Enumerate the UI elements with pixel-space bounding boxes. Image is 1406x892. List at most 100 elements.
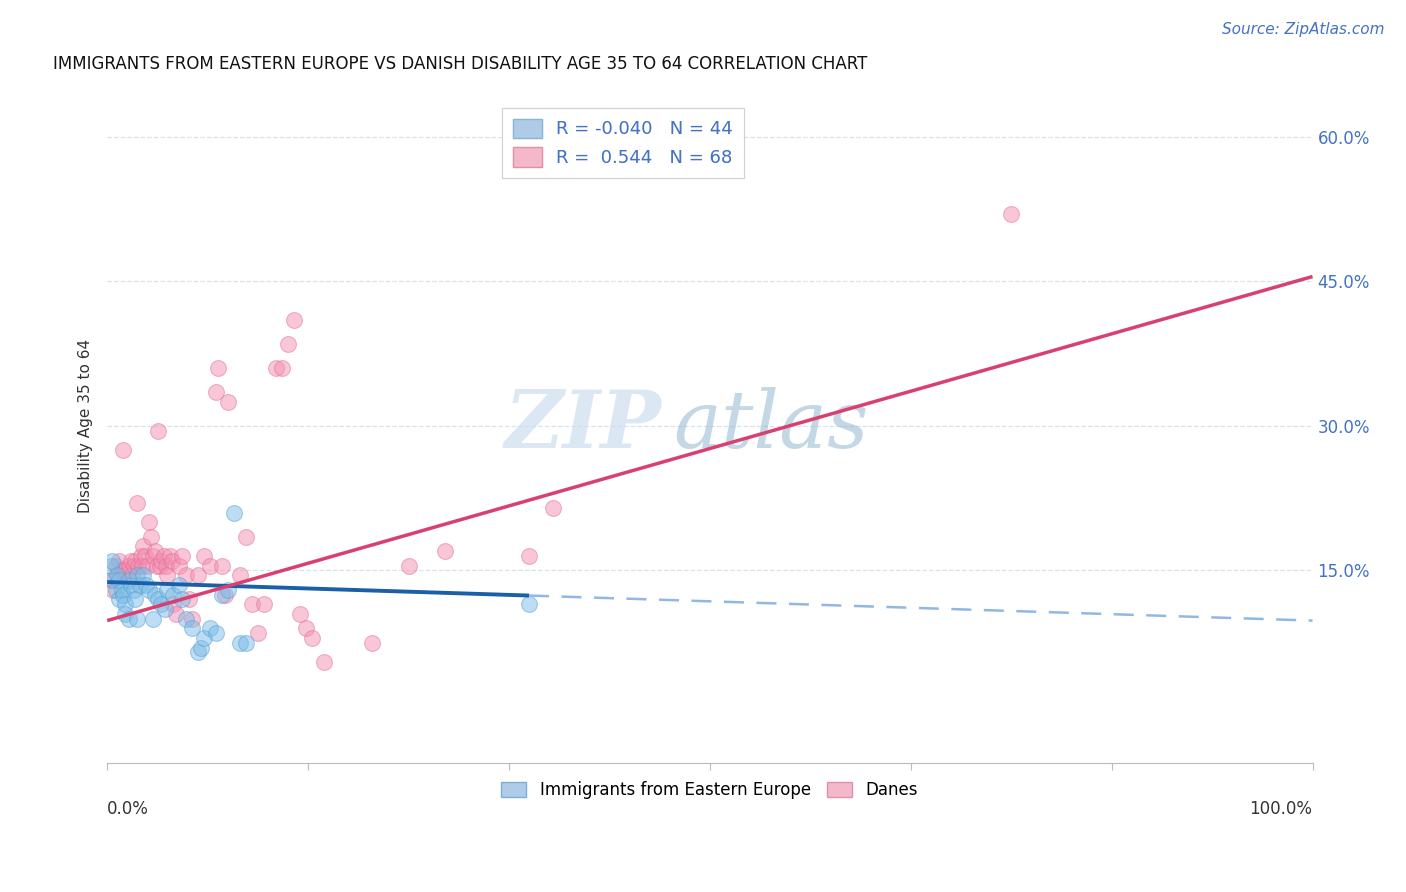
- Point: [122, 558, 145, 573]
- Point: [118, 612, 141, 626]
- Point: [127, 568, 149, 582]
- Point: [235, 636, 257, 650]
- Point: [124, 554, 146, 568]
- Point: [253, 597, 276, 611]
- Point: [127, 496, 149, 510]
- Point: [138, 582, 160, 597]
- Point: [122, 582, 145, 597]
- Point: [222, 506, 245, 520]
- Point: [124, 592, 146, 607]
- Point: [128, 558, 150, 573]
- Point: [139, 530, 162, 544]
- Point: [136, 558, 159, 573]
- Point: [104, 558, 127, 573]
- Point: [169, 578, 191, 592]
- Point: [104, 582, 127, 597]
- Point: [204, 626, 226, 640]
- Point: [142, 612, 165, 626]
- Point: [121, 568, 143, 582]
- Text: IMMIGRANTS FROM EASTERN EUROPE VS DANISH DISABILITY AGE 35 TO 64 CORRELATION CHA: IMMIGRANTS FROM EASTERN EUROPE VS DANISH…: [53, 55, 868, 73]
- Point: [246, 626, 269, 640]
- Point: [193, 549, 215, 563]
- Point: [162, 597, 184, 611]
- Point: [103, 573, 125, 587]
- Point: [271, 361, 294, 376]
- Point: [108, 592, 131, 607]
- Point: [229, 568, 252, 582]
- Point: [107, 568, 129, 582]
- Legend: R = -0.040   N = 44, R =  0.544   N = 68: R = -0.040 N = 44, R = 0.544 N = 68: [502, 108, 744, 178]
- Point: [101, 554, 124, 568]
- Point: [156, 582, 179, 597]
- Point: [541, 500, 564, 515]
- Point: [146, 424, 169, 438]
- Point: [105, 568, 128, 582]
- Point: [162, 588, 184, 602]
- Point: [156, 568, 179, 582]
- Point: [155, 558, 177, 573]
- Point: [217, 394, 239, 409]
- Point: [174, 568, 197, 582]
- Text: 100.0%: 100.0%: [1250, 800, 1313, 818]
- Point: [517, 597, 540, 611]
- Point: [295, 621, 318, 635]
- Point: [314, 655, 336, 669]
- Point: [240, 597, 263, 611]
- Point: [169, 558, 191, 573]
- Text: Source: ZipAtlas.com: Source: ZipAtlas.com: [1222, 22, 1385, 37]
- Point: [134, 549, 156, 563]
- Point: [301, 631, 323, 645]
- Point: [118, 558, 141, 573]
- Text: ZIP: ZIP: [505, 387, 662, 465]
- Point: [165, 607, 187, 621]
- Point: [111, 588, 134, 602]
- Point: [187, 568, 209, 582]
- Point: [162, 554, 184, 568]
- Point: [135, 578, 157, 592]
- Point: [146, 592, 169, 607]
- Point: [288, 607, 311, 621]
- Point: [283, 313, 305, 327]
- Point: [204, 385, 226, 400]
- Point: [159, 549, 181, 563]
- Point: [111, 564, 134, 578]
- Point: [180, 621, 202, 635]
- Point: [132, 540, 155, 554]
- Point: [111, 582, 134, 597]
- Point: [174, 612, 197, 626]
- Point: [118, 573, 141, 587]
- Point: [150, 554, 173, 568]
- Point: [115, 568, 138, 582]
- Point: [433, 544, 456, 558]
- Point: [150, 597, 173, 611]
- Point: [170, 592, 193, 607]
- Point: [153, 549, 176, 563]
- Point: [145, 558, 167, 573]
- Y-axis label: Disability Age 35 to 64: Disability Age 35 to 64: [79, 339, 93, 513]
- Point: [180, 612, 202, 626]
- Point: [361, 636, 384, 650]
- Point: [114, 564, 136, 578]
- Point: [128, 578, 150, 592]
- Point: [264, 361, 287, 376]
- Point: [193, 631, 215, 645]
- Point: [211, 588, 233, 602]
- Point: [108, 554, 131, 568]
- Point: [145, 588, 167, 602]
- Point: [142, 549, 165, 563]
- Point: [398, 558, 420, 573]
- Point: [207, 361, 229, 376]
- Text: 0.0%: 0.0%: [107, 800, 149, 818]
- Point: [145, 544, 167, 558]
- Point: [277, 337, 299, 351]
- Point: [211, 558, 233, 573]
- Point: [198, 558, 221, 573]
- Point: [103, 582, 125, 597]
- Point: [235, 530, 257, 544]
- Point: [108, 573, 131, 587]
- Point: [1000, 207, 1022, 221]
- Point: [138, 516, 160, 530]
- Point: [229, 636, 252, 650]
- Text: atlas: atlas: [673, 387, 869, 465]
- Point: [131, 558, 153, 573]
